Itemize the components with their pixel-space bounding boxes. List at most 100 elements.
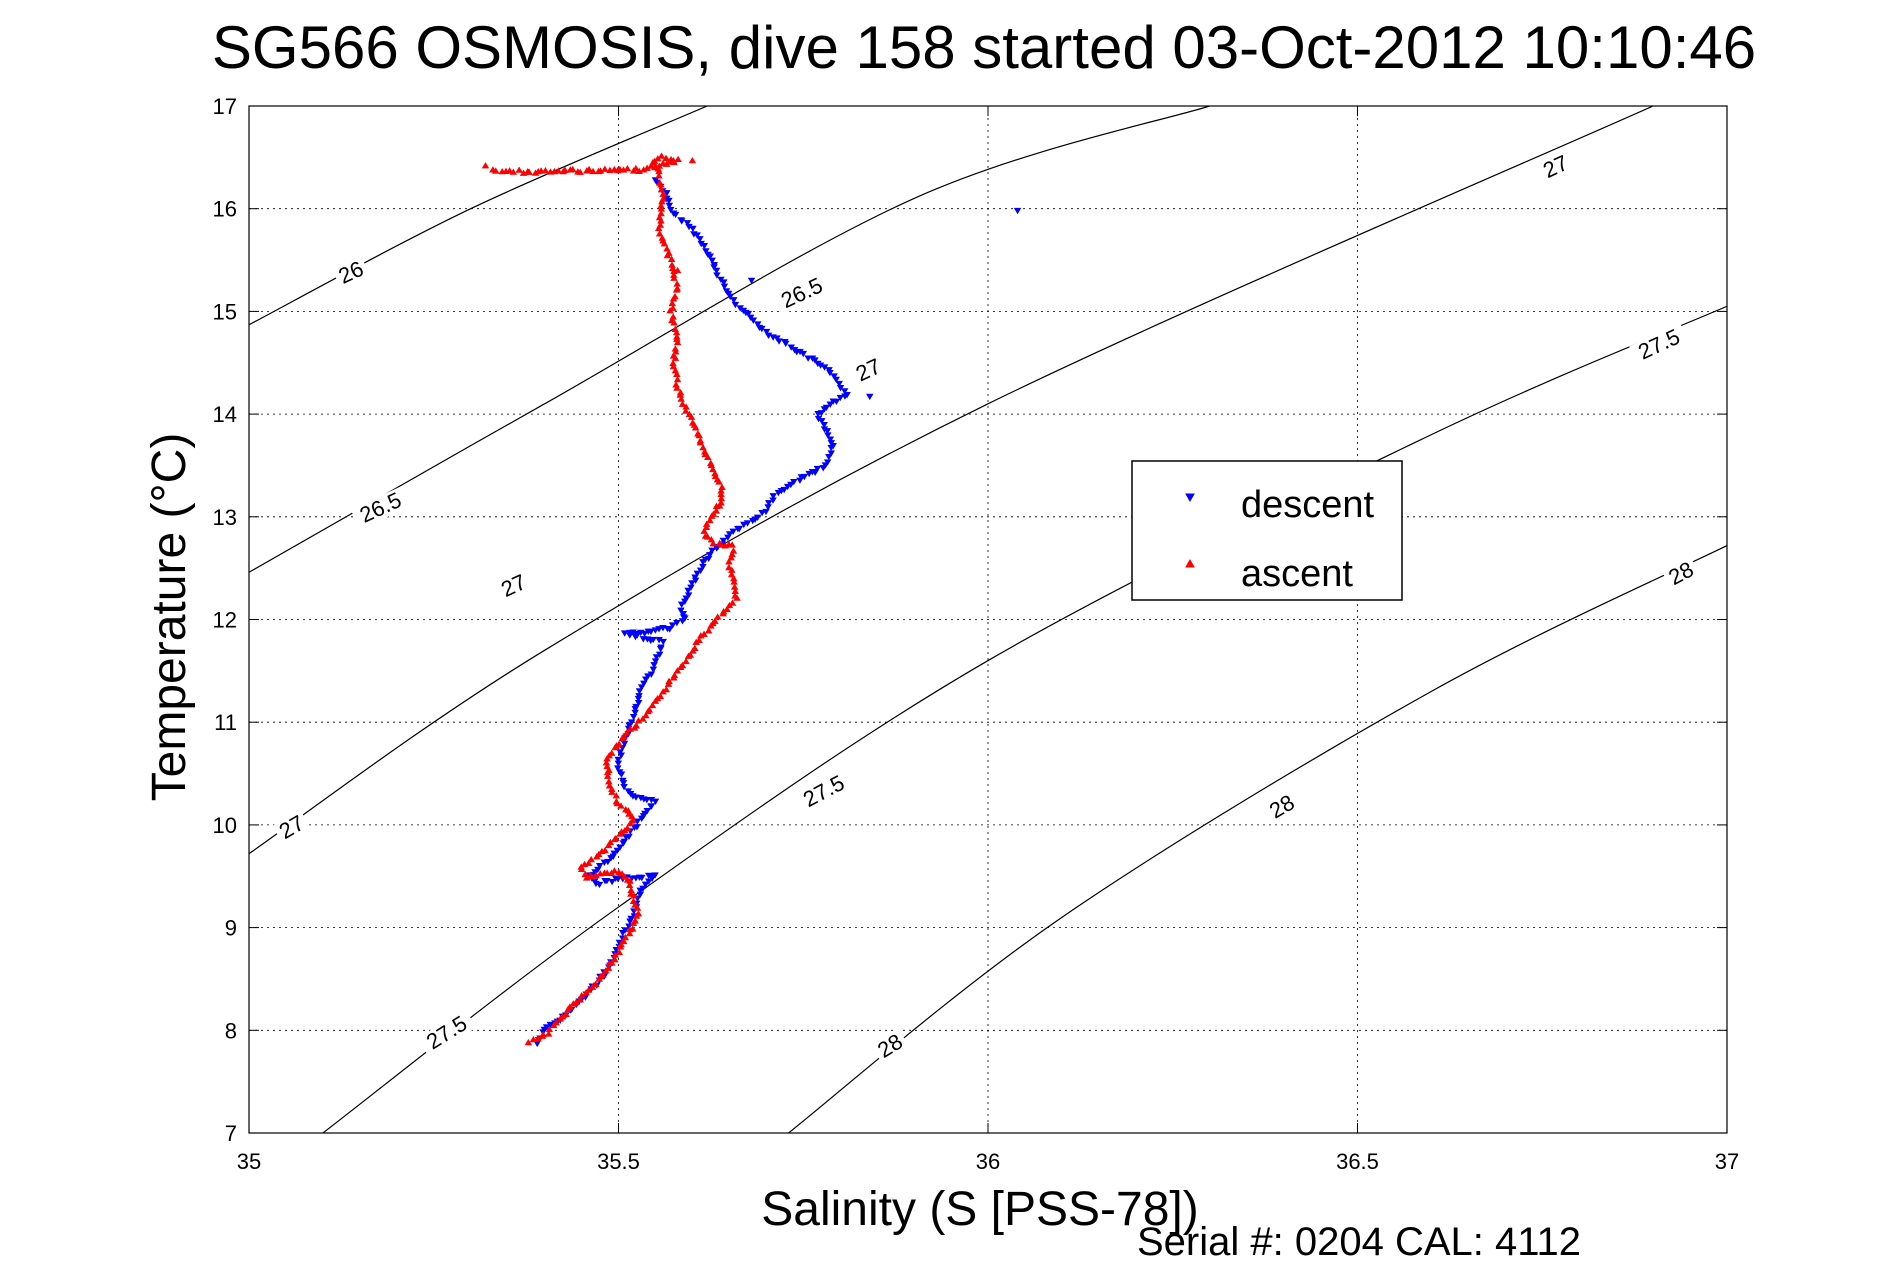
ascent-point <box>672 328 681 336</box>
ascent-point <box>668 261 676 268</box>
ascent-point <box>627 890 635 897</box>
ascent-point <box>715 539 724 546</box>
y-tick-label: 17 <box>213 94 237 119</box>
density-contour-28 <box>788 545 1727 1133</box>
descent-point <box>824 432 832 439</box>
ascent-point <box>591 980 600 987</box>
descent-point <box>713 272 721 279</box>
ascent-point <box>717 499 725 506</box>
ascent-point <box>539 1030 547 1038</box>
descent-point <box>758 509 766 517</box>
ascent-point <box>688 419 697 426</box>
ascent-point <box>678 400 687 407</box>
ascent-point <box>717 487 725 494</box>
descent-point <box>603 877 611 885</box>
descent-point <box>663 190 671 197</box>
descent-point <box>649 636 657 644</box>
ascent-point <box>709 510 718 517</box>
descent-point <box>835 380 843 388</box>
contour-label-bg <box>1536 150 1575 184</box>
ascent-point <box>704 627 713 634</box>
ascent-point <box>531 169 540 176</box>
y-tick-label: 14 <box>213 402 237 427</box>
ascent-point <box>647 162 655 169</box>
descent-point <box>696 236 704 243</box>
contour-label-bg <box>1262 789 1302 825</box>
ascent-point <box>634 909 643 917</box>
descent-point <box>678 618 687 625</box>
contour-label-bg <box>272 809 312 845</box>
ascent-point <box>715 502 724 509</box>
descent-point <box>699 559 707 566</box>
ascent-point <box>623 164 632 172</box>
ascent-point <box>601 846 609 854</box>
ascent-point <box>620 732 628 739</box>
ascent-point <box>730 574 738 582</box>
ascent-point <box>610 165 619 173</box>
descent-point <box>619 840 627 847</box>
descent-point <box>616 749 624 756</box>
ascent-point <box>662 154 670 161</box>
ascent-point <box>623 728 631 736</box>
ascent-point <box>574 168 582 175</box>
ascent-point <box>669 352 678 359</box>
descent-point <box>638 874 646 882</box>
descent-point <box>696 567 705 574</box>
descent-point <box>650 662 658 669</box>
descent-point <box>827 450 835 457</box>
ascent-point <box>701 448 709 455</box>
ascent-point <box>602 759 611 766</box>
descent-point <box>631 706 640 713</box>
ascent-point <box>712 507 721 514</box>
ascent-point <box>673 370 681 377</box>
ascent-point <box>631 901 639 908</box>
ascent-point <box>673 280 681 287</box>
ascent-point <box>700 630 708 637</box>
descent-point <box>622 833 630 841</box>
descent-point <box>706 253 714 260</box>
descent-point <box>720 279 728 286</box>
ascent-point <box>617 940 625 948</box>
ascent-point <box>596 870 604 877</box>
descent-point <box>1013 207 1022 215</box>
ascent-point <box>669 359 677 367</box>
y-tick-label: 11 <box>214 710 237 735</box>
contour-label-bg <box>849 353 888 388</box>
ascent-point <box>654 224 663 232</box>
ascent-point <box>662 685 671 693</box>
ascent-point <box>592 871 600 879</box>
ascent-point <box>576 996 585 1003</box>
descent-point <box>823 459 832 466</box>
ascent-point <box>706 516 714 524</box>
contour-label-bg <box>870 1028 910 1065</box>
ascent-point <box>621 933 630 941</box>
ascent-point <box>699 443 707 451</box>
legend-ascent-marker <box>1185 558 1195 568</box>
ascent-point <box>728 599 737 606</box>
ascent-point <box>595 850 603 858</box>
ascent-point <box>656 692 665 700</box>
ascent-point <box>730 583 739 590</box>
descent-point <box>775 338 783 345</box>
descent-point <box>651 872 659 879</box>
ascent-point <box>541 167 550 174</box>
ascent-point <box>669 264 677 272</box>
ascent-point <box>665 677 673 685</box>
ascent-point <box>604 964 613 971</box>
ascent-point <box>711 469 719 477</box>
ascent-point <box>498 167 506 175</box>
descent-point <box>832 376 840 384</box>
descent-point <box>620 784 628 791</box>
ascent-point <box>656 179 664 186</box>
ascent-point <box>657 209 665 217</box>
ascent-point <box>603 762 611 770</box>
descent-point <box>663 625 672 633</box>
descent-point <box>706 552 714 559</box>
contour-label-bg <box>771 271 833 316</box>
ascent-point <box>655 172 663 179</box>
serial-cal-footer: Serial #: 0204 CAL: 4112 <box>1137 1220 1581 1262</box>
ascent-point <box>552 1019 560 1026</box>
ascent-point <box>702 523 711 531</box>
ascent-point <box>608 785 616 792</box>
